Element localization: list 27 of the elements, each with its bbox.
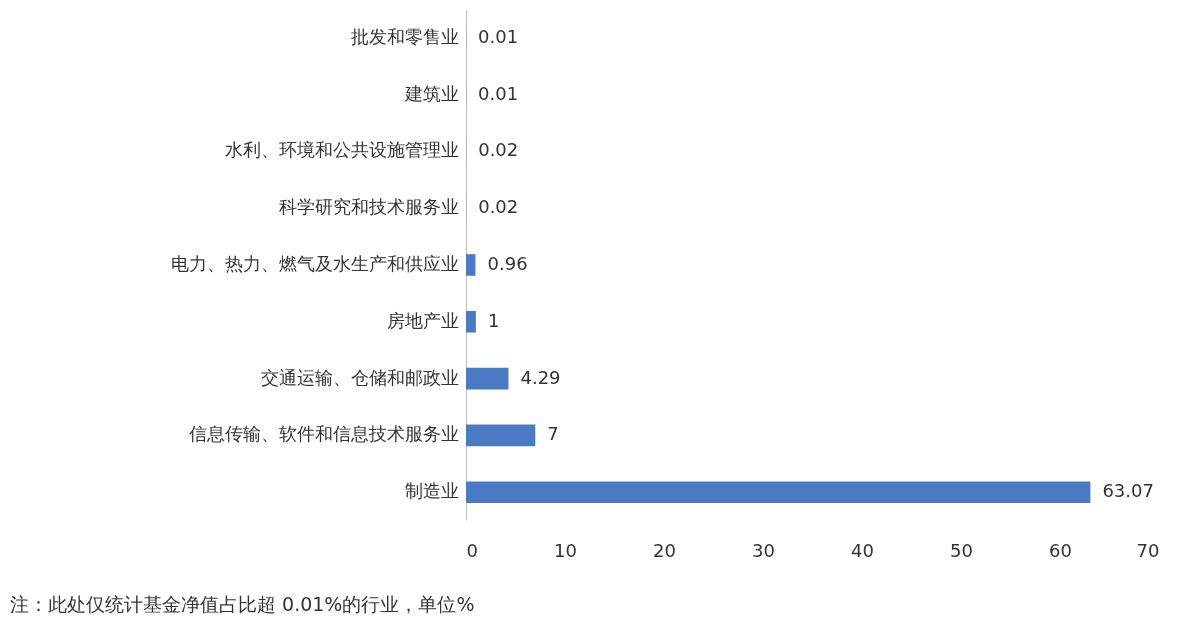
data-label: 0.96 bbox=[487, 253, 528, 274]
y-tick-label: 批发和零售业 bbox=[350, 25, 459, 47]
x-tick-label: 0 bbox=[466, 539, 478, 561]
data-label: 63.07 bbox=[1102, 480, 1154, 502]
data-label: 1 bbox=[487, 309, 500, 331]
y-tick-label: 交通运输、仓储和邮政业 bbox=[260, 366, 459, 388]
data-label: 0.02 bbox=[478, 196, 519, 218]
y-tick-label: 制造业 bbox=[404, 480, 459, 502]
y-tick-label: 科学研究和技术服务业 bbox=[278, 196, 459, 218]
y-tick-label: 信息传输、软件和信息技术服务业 bbox=[188, 423, 459, 445]
y-tick-label: 房地产业 bbox=[386, 309, 459, 331]
text: 注：此处仅统计基金净值占比超 0.01%的行业，单位% bbox=[10, 592, 475, 617]
data-label: 0.02 bbox=[478, 139, 519, 161]
x-tick-label: 50 bbox=[950, 539, 973, 561]
x-tick-label: 40 bbox=[851, 539, 874, 561]
y-tick-label: 电力、热力、燃气及水生产和供应业 bbox=[170, 253, 459, 274]
data-label: 4.29 bbox=[520, 366, 561, 388]
data-label: 0.01 bbox=[478, 82, 519, 104]
x-tick-label: 60 bbox=[1049, 539, 1072, 561]
x-tick-label: 30 bbox=[752, 539, 775, 561]
y-tick-label: 水利、环境和公共设施管理业 bbox=[224, 139, 459, 161]
y-tick-label: 建筑业 bbox=[403, 82, 459, 104]
x-tick-label: 20 bbox=[653, 539, 676, 561]
x-tick-label: 10 bbox=[554, 539, 577, 561]
x-tick-label: 70 bbox=[1136, 539, 1160, 561]
data-label: 0.01 bbox=[478, 25, 519, 47]
data-label: 7 bbox=[547, 423, 559, 445]
